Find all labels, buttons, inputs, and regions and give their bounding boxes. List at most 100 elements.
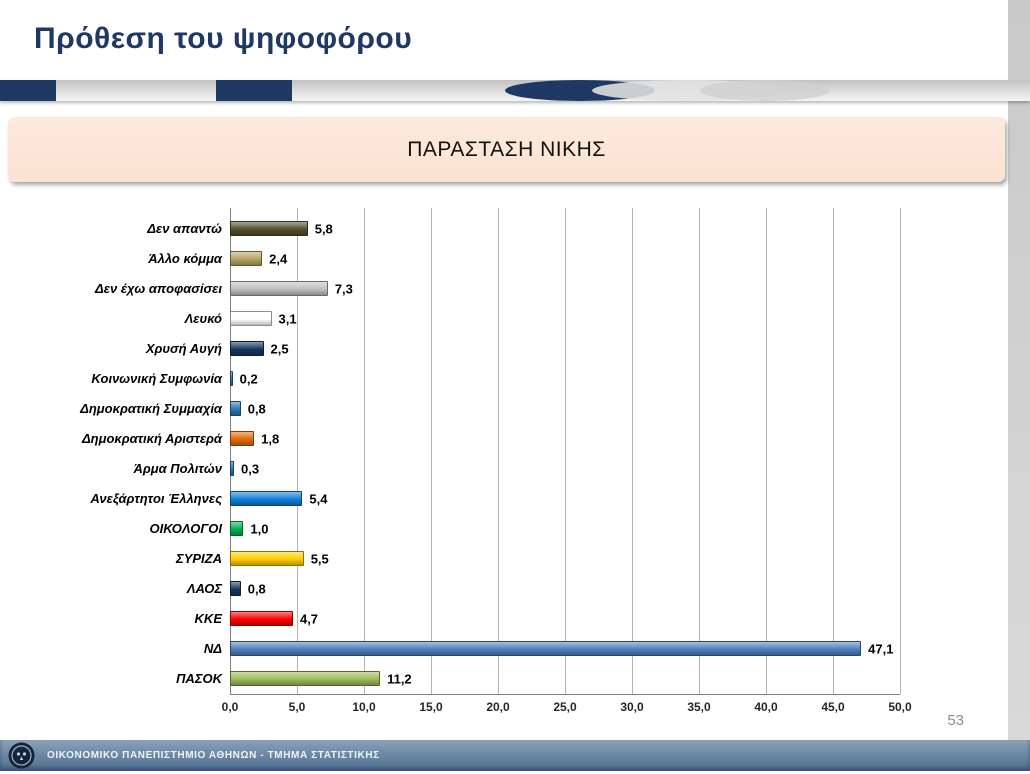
- chart-row: Ανεξάρτητοι Έλληνες 5,4: [0, 484, 1008, 514]
- bar-track: 2,5: [230, 334, 900, 364]
- slide-title: Πρόθεση του ψηφοφόρου: [34, 22, 413, 55]
- bar-track: 47,1: [230, 634, 900, 664]
- chart-row: ΛΑΟΣ 0,8: [0, 574, 1008, 604]
- bar: [230, 461, 235, 476]
- category-label: Δημοκρατική Συμμαχία: [80, 401, 222, 416]
- value-label: 0,8: [247, 581, 266, 597]
- bar-track: 0,2: [230, 364, 900, 394]
- chart-row: Δημοκρατική Συμμαχία 0,8: [0, 394, 1008, 424]
- gridline: [833, 208, 834, 694]
- chart-title-box: ΠΑΡΑΣΤΑΣΗ ΝΙΚΗΣ: [8, 117, 1005, 182]
- bar: [230, 281, 328, 296]
- value-label: 2,5: [270, 341, 289, 357]
- x-tick-label: 10,0: [352, 700, 376, 714]
- gridline: [699, 208, 700, 694]
- value-label: 0,3: [241, 461, 260, 477]
- value-label: 0,8: [247, 401, 266, 417]
- slide-footer: ΟΙΚΟΝΟΜΙΚΟ ΠΑΝΕΠΙΣΤΗΜΙΟ ΑΘΗΝΩΝ - ΤΜΗΜΑ Σ…: [0, 740, 1030, 771]
- x-tick-label: 40,0: [754, 700, 778, 714]
- category-label: Δεν απαντώ: [147, 221, 222, 236]
- gridline: [900, 208, 901, 694]
- chart-row: ΟΙΚΟΛΟΓΟΙ 1,0: [0, 514, 1008, 544]
- bar: [230, 611, 293, 626]
- chart-row: Δεν απαντώ 5,8: [0, 214, 1008, 244]
- bar: [230, 221, 308, 236]
- x-tick-label: 30,0: [620, 700, 644, 714]
- bar-track: 3,1: [230, 304, 900, 334]
- bar: [230, 521, 244, 536]
- bar-track: 0,8: [230, 574, 900, 604]
- value-label: 11,2: [387, 671, 412, 687]
- value-label: 2,4: [269, 251, 288, 267]
- plot-area: [230, 208, 901, 695]
- x-tick-label: 20,0: [486, 700, 510, 714]
- value-label: 3,1: [278, 311, 297, 327]
- category-label: ΠΑΣΟΚ: [176, 671, 222, 686]
- x-tick-label: 45,0: [821, 700, 845, 714]
- bar: [230, 491, 303, 506]
- bar: [230, 341, 264, 356]
- x-tick-label: 35,0: [687, 700, 711, 714]
- chart-row: Κοινωνική Συμφωνία 0,2: [0, 364, 1008, 394]
- category-label: ΚΚΕ: [194, 611, 222, 626]
- bar-track: 1,8: [230, 424, 900, 454]
- gridline: [498, 208, 499, 694]
- chart-row: ΝΔ 47,1: [0, 634, 1008, 664]
- bar-track: 7,3: [230, 274, 900, 304]
- bar-track: 11,2: [230, 664, 900, 694]
- bar-track: 0,8: [230, 394, 900, 424]
- chart-row: Δημοκρατική Αριστερά 1,8: [0, 424, 1008, 454]
- gridline: [431, 208, 432, 694]
- value-label: 1,8: [261, 431, 280, 447]
- chart-rows: Δεν απαντώ 5,8 Άλλο κόμμα 2,4 Δεν έχω αποφασ…: [0, 214, 1008, 694]
- category-label: Δημοκρατική Αριστερά: [81, 431, 222, 446]
- value-label: 5,8: [314, 221, 333, 237]
- bar: [230, 671, 381, 686]
- category-label: ΣΥΡΙΖΑ: [176, 551, 222, 566]
- value-label: 0,2: [239, 371, 258, 387]
- chart-row: Λευκό 3,1: [0, 304, 1008, 334]
- bar: [230, 551, 304, 566]
- gridline: [230, 208, 231, 694]
- bar-track: 0,3: [230, 454, 900, 484]
- bar-track: 5,4: [230, 484, 900, 514]
- bar-track: 5,5: [230, 544, 900, 574]
- band-rectangle: [216, 80, 292, 101]
- category-label: Δεν έχω αποφασίσει: [95, 281, 222, 296]
- x-tick-label: 0,0: [221, 700, 239, 714]
- gridline: [632, 208, 633, 694]
- bar-track: 4,7: [230, 604, 900, 634]
- category-label: Ανεξάρτητοι Έλληνες: [90, 491, 222, 506]
- value-label: 1,0: [250, 521, 269, 537]
- bar-track: 5,8: [230, 214, 900, 244]
- category-label: ΝΔ: [203, 641, 222, 656]
- value-label: 47,1: [868, 641, 894, 657]
- bar: [230, 371, 233, 386]
- value-label: 4,7: [299, 611, 319, 627]
- chart-row: Άλλο κόμμα 2,4: [0, 244, 1008, 274]
- university-logo-icon: [8, 742, 35, 769]
- band-light-ellipse: [700, 80, 830, 101]
- bar-track: 2,4: [230, 244, 900, 274]
- category-label: ΛΑΟΣ: [186, 581, 222, 596]
- category-label: Άρμα Πολιτών: [133, 461, 222, 476]
- slide-right-margin: [1008, 0, 1030, 771]
- bar-chart: Δεν απαντώ 5,8 Άλλο κόμμα 2,4 Δεν έχω αποφασ…: [0, 196, 1008, 736]
- chart-row: ΚΚΕ 4,7: [0, 604, 1008, 634]
- value-label: 5,5: [310, 551, 329, 567]
- chart-row: Χρυσή Αυγή 2,5: [0, 334, 1008, 364]
- decorative-band: [0, 80, 1030, 101]
- footer-text: ΟΙΚΟΝΟΜΙΚΟ ΠΑΝΕΠΙΣΤΗΜΙΟ ΑΘΗΝΩΝ - ΤΜΗΜΑ Σ…: [47, 750, 380, 761]
- bar-track: 1,0: [230, 514, 900, 544]
- category-label: Χρυσή Αυγή: [145, 341, 222, 356]
- category-label: Κοινωνική Συμφωνία: [91, 371, 222, 386]
- gridline: [364, 208, 365, 694]
- x-axis-ticks: 0,0 5,0 10,0 15,0 20,0 25,0 30,0 35,0 40,0 45,0 50…: [222, 700, 912, 716]
- bar: [230, 251, 263, 266]
- chart-row: ΠΑΣΟΚ 11,2: [0, 664, 1008, 694]
- x-tick-label: 50,0: [888, 700, 912, 714]
- category-label: ΟΙΚΟΛΟΓΟΙ: [149, 521, 222, 536]
- category-label: Άλλο κόμμα: [148, 251, 222, 266]
- gridline: [565, 208, 566, 694]
- bar: [230, 311, 272, 326]
